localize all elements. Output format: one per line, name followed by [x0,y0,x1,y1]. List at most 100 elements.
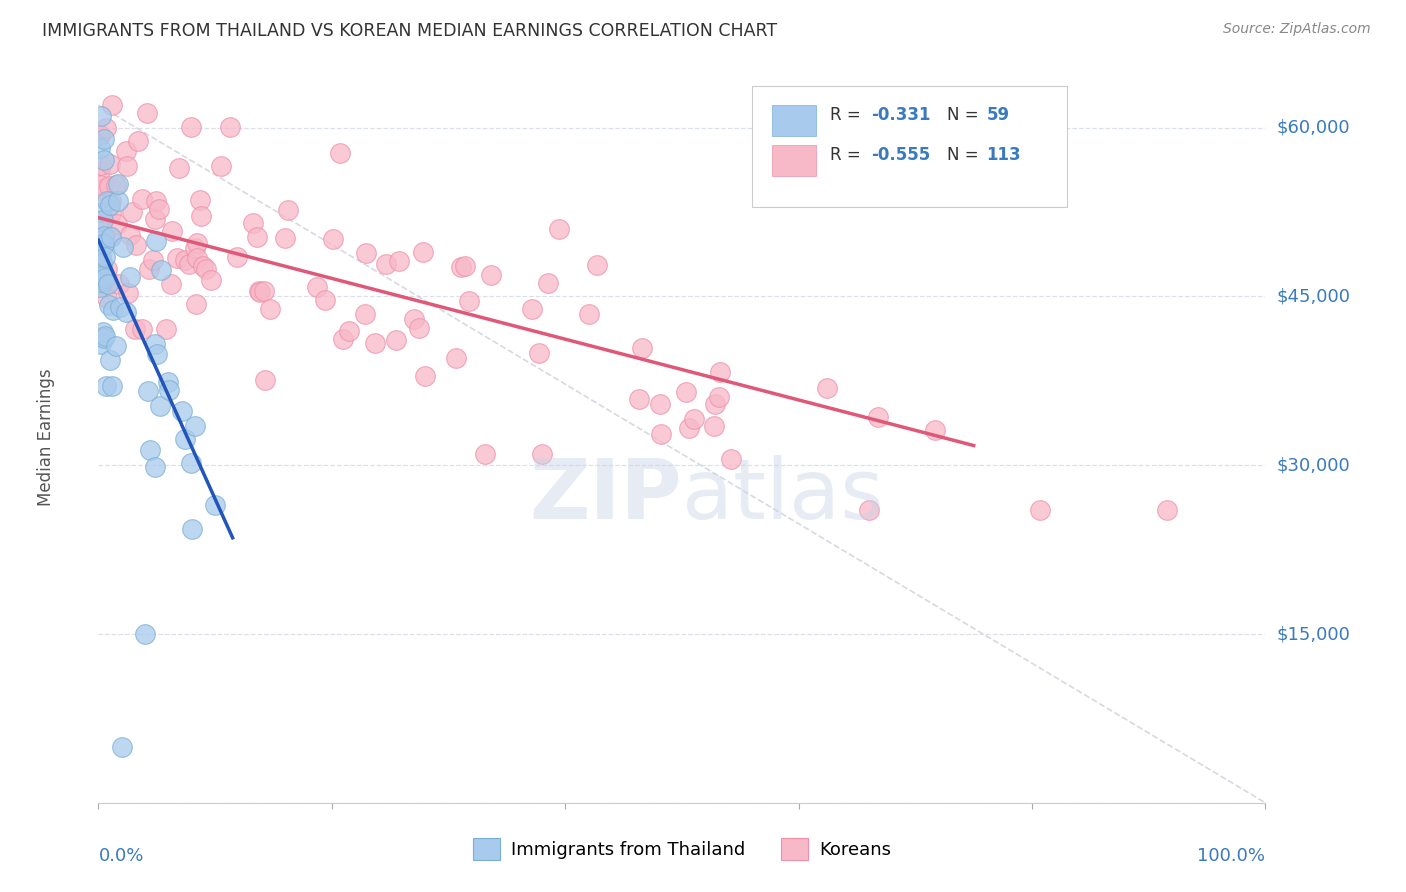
Point [157,383,180,397]
Point [93,229,115,244]
Point [143,459,166,474]
Point [90,275,112,289]
Point [180,456,202,470]
Point [96,277,118,292]
Point [314,293,336,307]
Point [924,424,946,438]
Point [650,426,672,441]
Text: -0.555: -0.555 [870,146,931,164]
Point [89,178,111,193]
Point [89,262,111,277]
Point [249,285,271,299]
Point [108,277,131,291]
Point [124,321,146,335]
Text: $15,000: $15,000 [1277,625,1350,643]
Point [157,375,180,389]
Point [90,250,112,264]
Point [89,234,111,248]
Text: 100.0%: 100.0% [1198,847,1265,864]
Point [93,331,115,345]
Point [98,198,121,212]
Point [246,229,269,244]
Point [104,339,127,353]
Point [131,322,153,336]
Point [111,739,134,754]
Point [388,254,411,268]
Point [1028,503,1050,517]
Point [91,326,114,340]
Point [354,246,377,260]
Point [858,503,880,517]
Point [337,324,360,338]
Point [93,237,115,252]
Point [474,447,496,461]
Point [226,250,249,264]
Point [131,192,153,206]
Point [94,271,117,285]
Point [98,157,121,171]
Point [101,98,124,112]
Point [96,291,118,305]
Point [404,312,426,326]
Point [115,305,138,319]
Text: $45,000: $45,000 [1277,287,1351,305]
Point [89,255,111,269]
Point [193,259,215,273]
Point [138,262,160,277]
Point [354,307,377,321]
Point [253,284,276,298]
Text: ZIP: ZIP [530,455,682,536]
Point [332,332,354,346]
Text: IMMIGRANTS FROM THAILAND VS KOREAN MEDIAN EARNINGS CORRELATION CHART: IMMIGRANTS FROM THAILAND VS KOREAN MEDIA… [42,22,778,40]
Text: R =: R = [830,106,866,124]
Point [89,164,111,178]
Point [89,128,111,142]
Point [866,410,889,425]
Point [145,194,167,208]
Point [90,336,112,351]
Point [179,257,201,271]
Text: 113: 113 [987,146,1021,164]
Point [181,522,204,536]
Point [173,432,195,446]
Point [91,256,114,270]
Point [186,251,208,265]
Point [384,333,406,347]
Point [454,259,477,273]
Point [107,217,129,231]
Point [117,159,139,173]
Point [93,237,115,252]
Point [631,341,654,355]
Point [194,262,217,277]
Point [184,297,207,311]
Text: -0.331: -0.331 [870,106,931,124]
Point [107,194,129,209]
Point [93,250,115,264]
Point [307,280,329,294]
Point [138,442,160,457]
Text: Source: ZipAtlas.com: Source: ZipAtlas.com [1223,22,1371,37]
Point [93,153,115,167]
Point [134,627,156,641]
Point [90,109,112,123]
Point [94,378,117,392]
Point [90,158,112,172]
Point [97,298,120,312]
Text: atlas: atlas [682,455,883,536]
Point [704,397,727,411]
Point [200,273,222,287]
Point [578,308,600,322]
Point [247,284,270,298]
Point [96,261,118,276]
Point [186,236,208,251]
Point [170,404,193,418]
Point [89,237,111,252]
Point [374,256,396,270]
Point [100,352,122,367]
Point [322,232,344,246]
Point [444,351,467,366]
Point [111,240,134,254]
Point [93,268,115,283]
Point [94,120,117,135]
Point [273,231,295,245]
